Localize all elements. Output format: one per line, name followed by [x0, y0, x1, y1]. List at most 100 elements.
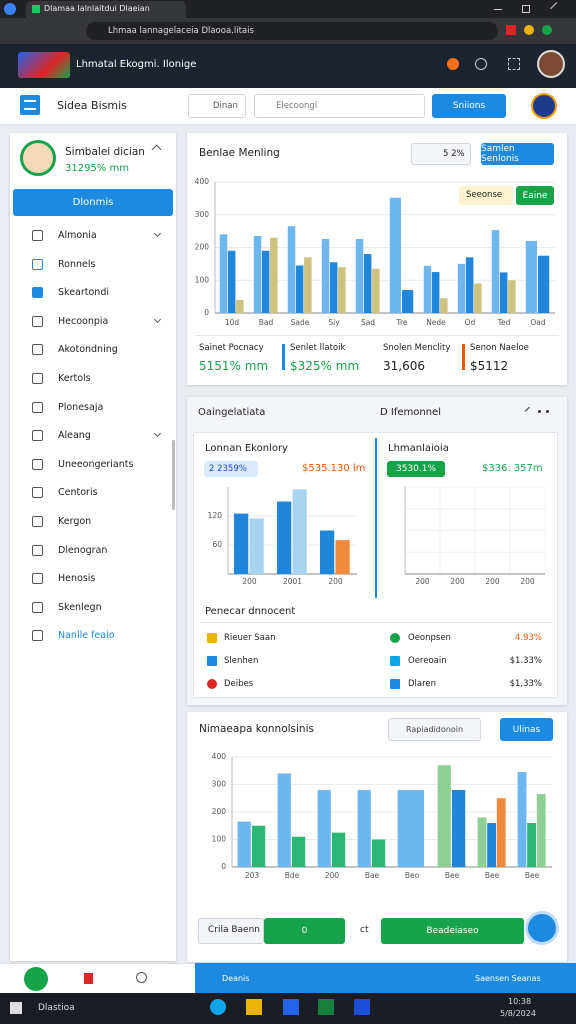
range-text: 5 2%: [443, 149, 465, 159]
bar: [237, 821, 251, 867]
bar: [335, 540, 350, 574]
app-icon[interactable]: [354, 999, 370, 1015]
bottom-right-text: Saensen Seanas: [475, 974, 541, 983]
filter-box[interactable]: [188, 94, 246, 118]
extension[interactable]: [542, 25, 552, 35]
bar: [321, 238, 330, 313]
bar: [277, 501, 292, 574]
address-bar[interactable]: [86, 22, 498, 40]
bottom-icon[interactable]: [136, 972, 147, 983]
app-icon[interactable]: [210, 999, 226, 1015]
floating-button[interactable]: [525, 911, 559, 945]
bar: [317, 790, 331, 867]
divider: [195, 335, 559, 336]
footer-mark: ct: [360, 925, 369, 935]
app-icon[interactable]: [246, 999, 262, 1015]
tab-icon: [32, 5, 40, 13]
search-text: Rapiadidonoin: [406, 725, 464, 734]
menu-icon: [32, 258, 43, 270]
start-button[interactable]: [10, 1002, 22, 1014]
chip[interactable]: Eaine: [516, 186, 554, 205]
bar: [372, 839, 386, 867]
extension[interactable]: [506, 25, 516, 35]
profile-stat: 31295% mm: [65, 163, 129, 174]
bar: [397, 790, 425, 867]
sidebar: [10, 133, 176, 961]
footer-button[interactable]: 0: [264, 918, 345, 944]
badge: [204, 461, 258, 477]
x-tick-label: Sade: [291, 318, 310, 327]
notification-icon[interactable]: [447, 58, 459, 70]
button-label: Sniions: [452, 101, 486, 111]
bar: [227, 250, 236, 313]
bottom-icon[interactable]: [84, 973, 93, 984]
search-input[interactable]: [254, 94, 425, 118]
x-tick-label: Bad: [259, 318, 274, 327]
x-tick-label: 200: [520, 577, 535, 586]
x-tick-label: 200: [325, 871, 340, 880]
maximize[interactable]: [522, 5, 530, 13]
y-tick-label: 0: [204, 308, 209, 317]
card-title: Lhmanlaioia: [388, 443, 449, 454]
more-icon[interactable]: [538, 410, 541, 413]
chart: 60 120 200 2001 200: [208, 487, 357, 586]
list-icon: [207, 633, 217, 643]
bar: [517, 772, 527, 867]
bar: [329, 262, 338, 313]
menu-label: Skeartondi: [58, 287, 109, 299]
user-avatar[interactable]: [537, 50, 565, 78]
apps-icon[interactable]: [508, 58, 520, 70]
overview-button[interactable]: Samlen Senlonis: [481, 143, 554, 165]
button-label: 0: [301, 926, 308, 936]
x-tick-label: Beo: [405, 871, 420, 880]
scrollbar: [172, 440, 175, 510]
menu-icon: [32, 516, 43, 527]
menu-label: Kergon: [58, 516, 92, 527]
stat-value: $325% mm: [290, 359, 360, 373]
chip[interactable]: [459, 186, 513, 205]
stat-value: 5151% mm: [199, 359, 269, 373]
menu-icon: [32, 601, 43, 613]
chart: 0 100 200 300 400 203 Bde 200 Bae Beo Bee Bee Bee: [212, 752, 552, 880]
sidebar-button[interactable]: Dlonmis: [13, 189, 173, 216]
bar: [437, 765, 451, 867]
search-box[interactable]: [388, 718, 481, 741]
profile-avatar: [20, 140, 56, 176]
chart: 200 200 200 200: [404, 486, 546, 586]
stat-label: Snolen Menclity: [383, 343, 451, 353]
y-tick-label: 100: [212, 835, 227, 844]
bar: [236, 299, 244, 313]
y-tick-label: 200: [195, 243, 210, 252]
settings-icon[interactable]: [475, 58, 487, 70]
divider: [200, 622, 552, 623]
bar: [357, 790, 371, 867]
minimize[interactable]: [494, 9, 502, 10]
menu-label: Henosis: [58, 573, 96, 585]
search-button[interactable]: Sniions: [432, 94, 506, 118]
bar: [538, 255, 550, 313]
menu-icon: [32, 230, 43, 241]
button-label: Dlonmis: [72, 197, 114, 208]
bar: [219, 234, 228, 313]
home-button[interactable]: [24, 967, 48, 991]
x-tick-label: 10d: [225, 318, 240, 327]
footer-button[interactable]: Beadeiaseo: [381, 918, 524, 944]
card-amount: $336. 357m: [482, 463, 543, 474]
app-icon[interactable]: [283, 999, 299, 1015]
bar: [525, 240, 538, 313]
menu-label: Ronnels: [58, 258, 96, 270]
extension[interactable]: [524, 25, 534, 35]
panel-title: Nimaeapa konnolsinis: [199, 723, 314, 735]
y-tick-label: 0: [221, 862, 226, 871]
bar: [292, 836, 306, 867]
list-value: 4.93%: [514, 633, 542, 643]
more-icon[interactable]: [546, 410, 549, 413]
bottom-bar-right: [195, 963, 576, 993]
app-icon[interactable]: [318, 999, 334, 1015]
bar: [423, 265, 432, 313]
analysis-button[interactable]: Ulinas: [500, 718, 553, 741]
bar: [234, 513, 249, 574]
tab[interactable]: [26, 1, 186, 18]
range-select[interactable]: [411, 143, 471, 165]
